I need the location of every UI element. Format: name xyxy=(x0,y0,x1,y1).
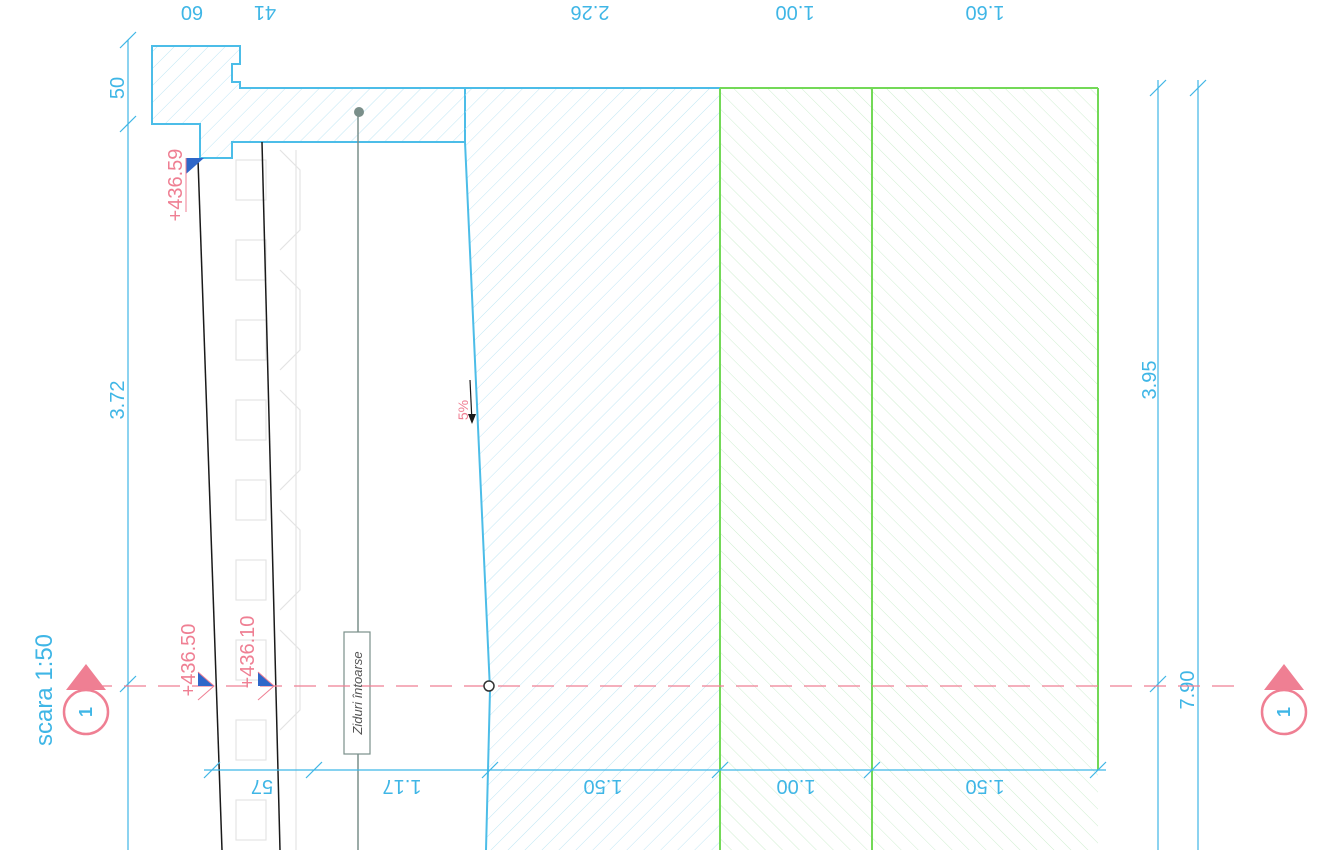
bottom-dim-3: 1.50 xyxy=(584,775,623,797)
bottom-dimension-line xyxy=(203,761,1107,779)
slope-annotation: 5% xyxy=(455,379,476,424)
section-marker-left-label: 1 xyxy=(76,707,96,717)
section-marker-left: 1 xyxy=(62,664,110,736)
elevation-mid-right-label: +436.10 xyxy=(237,616,259,689)
parapet-cap xyxy=(151,45,466,159)
edge-lines xyxy=(197,141,281,850)
bottom-dim-5: 1.50 xyxy=(966,775,1005,797)
right-dim-395: 3.95 xyxy=(1139,361,1161,400)
elevation-mid-left: +436.50 xyxy=(178,624,215,701)
section-point xyxy=(483,680,495,692)
section-marker-right-label: 1 xyxy=(1274,707,1294,717)
left-dim-50: 50 xyxy=(107,77,129,99)
top-dim-2: 41 xyxy=(254,1,276,23)
elevation-mid-left-label: +436.50 xyxy=(178,624,200,697)
right-dimension-lines xyxy=(1149,79,1207,850)
top-dim-5: 1.60 xyxy=(966,1,1005,23)
elevation-top: +436.59 xyxy=(165,149,204,222)
top-dim-4: 1.00 xyxy=(776,1,815,23)
top-dim-3: 2.26 xyxy=(571,1,610,23)
elevation-mid-right: +436.10 xyxy=(237,616,275,701)
slope-label: 5% xyxy=(455,400,471,420)
bottom-dim-4: 1.00 xyxy=(777,775,816,797)
slab-regions xyxy=(465,88,1098,850)
bottom-dim-1: 57 xyxy=(251,775,273,797)
scale-label: scara 1:50 xyxy=(31,634,58,746)
right-dim-790: 7.90 xyxy=(1177,671,1199,710)
top-dimensions: 60 41 2.26 1.00 1.60 xyxy=(181,1,1005,23)
top-dim-1: 60 xyxy=(181,1,203,23)
section-marker-right: 1 xyxy=(1260,664,1308,736)
note-label: Ziduri întoarse xyxy=(350,651,365,735)
left-dimension-line xyxy=(119,31,137,850)
wall-detail-blocks xyxy=(235,149,301,850)
bottom-dim-2: 1.17 xyxy=(383,775,422,797)
left-dim-372: 3.72 xyxy=(107,381,129,420)
bottom-dimensions: 57 1.17 1.50 1.00 1.50 xyxy=(251,775,1005,797)
elevation-top-label: +436.59 xyxy=(165,149,187,222)
note-label-box: Ziduri întoarse xyxy=(343,631,371,755)
